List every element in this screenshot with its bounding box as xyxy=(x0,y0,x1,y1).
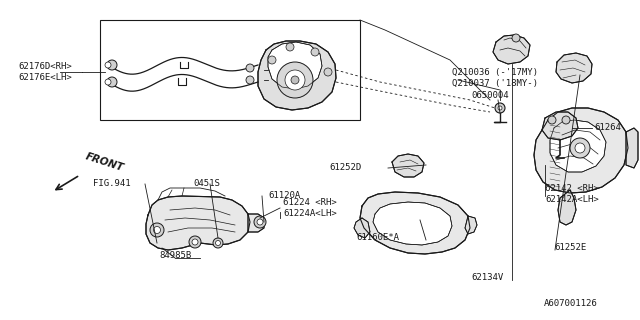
Text: 0650004: 0650004 xyxy=(471,92,509,100)
Text: 62142 <RH>
62142A<LH>: 62142 <RH> 62142A<LH> xyxy=(545,184,599,204)
Circle shape xyxy=(107,60,117,70)
Circle shape xyxy=(213,238,223,248)
Polygon shape xyxy=(248,214,264,232)
Circle shape xyxy=(570,138,590,158)
Circle shape xyxy=(548,116,556,124)
Polygon shape xyxy=(146,196,250,250)
Text: 61120A: 61120A xyxy=(268,191,300,201)
Circle shape xyxy=(189,236,201,248)
Circle shape xyxy=(285,70,305,90)
Polygon shape xyxy=(558,190,576,225)
Circle shape xyxy=(257,219,263,225)
Polygon shape xyxy=(542,112,578,140)
Circle shape xyxy=(498,106,502,110)
Circle shape xyxy=(107,77,117,87)
Circle shape xyxy=(311,48,319,56)
Text: 0451S: 0451S xyxy=(193,179,220,188)
Circle shape xyxy=(246,64,254,72)
Circle shape xyxy=(495,103,505,113)
Polygon shape xyxy=(360,192,470,254)
Polygon shape xyxy=(392,154,424,177)
Circle shape xyxy=(268,56,276,64)
Circle shape xyxy=(277,62,313,98)
Bar xyxy=(100,20,360,120)
Circle shape xyxy=(154,227,161,234)
Polygon shape xyxy=(550,120,606,172)
Text: 84985B: 84985B xyxy=(159,252,191,260)
Circle shape xyxy=(512,34,520,42)
Text: A607001126: A607001126 xyxy=(544,300,598,308)
Text: FRONT: FRONT xyxy=(84,151,125,173)
Polygon shape xyxy=(268,42,322,89)
Polygon shape xyxy=(626,128,638,168)
Circle shape xyxy=(324,68,332,76)
Text: 62176D<RH>
62176E<LH>: 62176D<RH> 62176E<LH> xyxy=(18,61,72,82)
Circle shape xyxy=(286,43,294,51)
Text: 62134V: 62134V xyxy=(472,273,504,282)
Circle shape xyxy=(246,76,254,84)
Polygon shape xyxy=(556,53,592,83)
Polygon shape xyxy=(534,108,628,193)
Polygon shape xyxy=(354,218,370,238)
Text: Q210036 (-'17MY)
Q210037 ('18MY-): Q210036 (-'17MY) Q210037 ('18MY-) xyxy=(452,68,538,88)
Polygon shape xyxy=(465,216,477,234)
Text: 61160E*A: 61160E*A xyxy=(356,234,399,243)
Circle shape xyxy=(216,241,221,245)
Circle shape xyxy=(105,79,111,85)
Circle shape xyxy=(254,216,266,228)
Polygon shape xyxy=(258,41,336,110)
Circle shape xyxy=(575,143,585,153)
Circle shape xyxy=(150,223,164,237)
Circle shape xyxy=(562,116,570,124)
Text: 61252E: 61252E xyxy=(554,244,586,252)
Text: 61252D: 61252D xyxy=(330,164,362,172)
Polygon shape xyxy=(373,202,452,245)
Circle shape xyxy=(192,239,198,245)
Polygon shape xyxy=(493,35,530,64)
Circle shape xyxy=(105,62,111,68)
Circle shape xyxy=(291,76,299,84)
Text: 61264: 61264 xyxy=(594,123,621,132)
Text: FIG.941: FIG.941 xyxy=(93,179,131,188)
Text: 61224 <RH>
61224A<LH>: 61224 <RH> 61224A<LH> xyxy=(283,197,337,218)
